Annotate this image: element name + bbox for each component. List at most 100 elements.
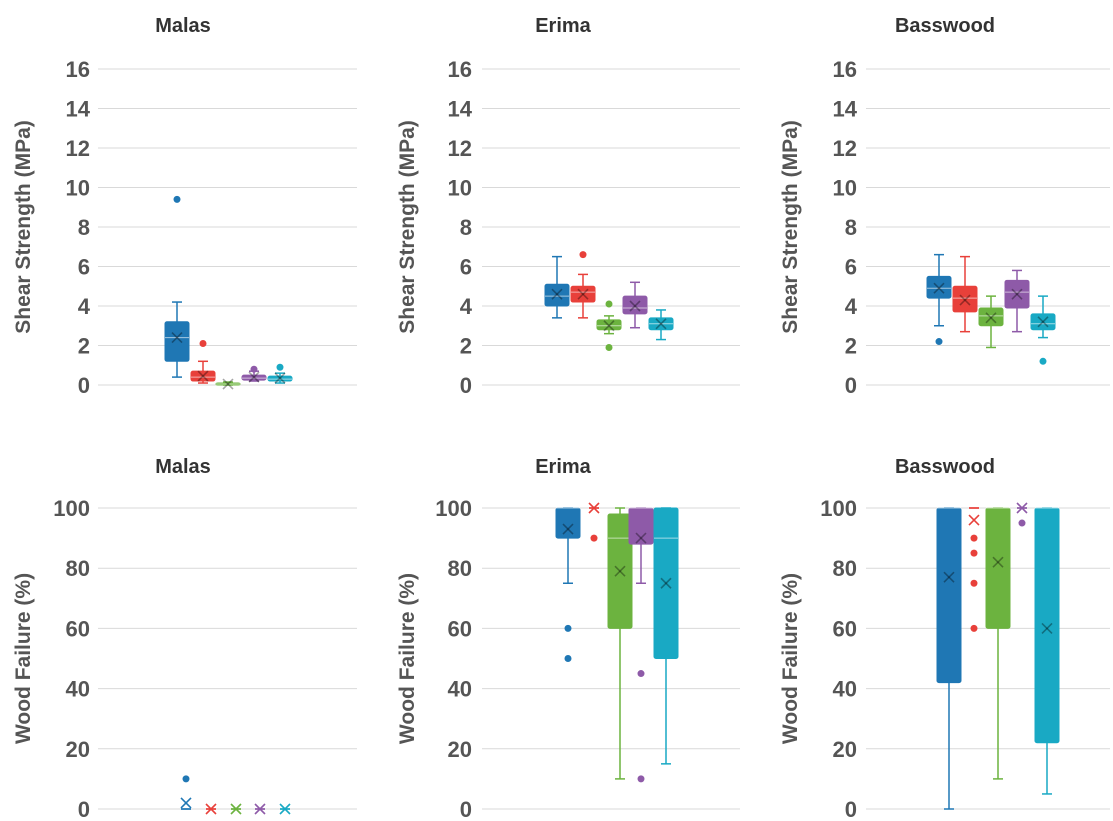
mean-marker [992, 556, 1004, 568]
y-tick-label: 2 [460, 334, 472, 359]
box [622, 295, 648, 315]
outlier-point [1039, 357, 1047, 365]
y-tick-label: 4 [78, 294, 91, 319]
y-tick-label: 16 [448, 57, 472, 82]
mean-marker [660, 577, 672, 589]
y-tick-label: 0 [845, 373, 857, 398]
mean-marker [943, 571, 955, 583]
y-tick-label: 2 [845, 334, 857, 359]
outlier-point [199, 340, 207, 348]
y-tick-label: 4 [845, 294, 858, 319]
y-axis-label: Wood Failure (%) [12, 573, 35, 744]
y-tick-label: 0 [78, 373, 90, 398]
box-group-2 [952, 255, 978, 333]
box-group-5 [279, 803, 291, 815]
mean-marker [197, 370, 209, 382]
outlier-point [579, 251, 587, 259]
mean-marker [1011, 288, 1023, 300]
box-group-3 [978, 295, 1004, 349]
box-group-5 [653, 507, 679, 765]
outlier-point [970, 549, 978, 557]
mean-marker [222, 378, 234, 390]
y-tick-label: 14 [833, 97, 858, 122]
box [190, 370, 216, 382]
mean-marker [1037, 316, 1049, 328]
mean-marker [230, 803, 242, 815]
mean-marker [551, 288, 563, 300]
panel-title: Malas [155, 456, 211, 478]
box [952, 285, 978, 313]
outlier-point [590, 534, 598, 542]
y-tick-label: 6 [78, 255, 90, 280]
box [570, 285, 596, 303]
y-tick-label: 100 [820, 496, 857, 521]
y-tick-label: 12 [833, 136, 857, 161]
y-tick-label: 0 [460, 373, 472, 398]
mean-marker [660, 577, 672, 589]
y-tick-label: 0 [845, 797, 857, 821]
mean-marker [614, 565, 626, 577]
mean-marker [562, 523, 574, 535]
mean-marker [205, 803, 217, 815]
box-group-1 [926, 253, 952, 346]
mean-marker [279, 803, 291, 815]
panel-title: Erima [535, 15, 591, 37]
y-tick-label: 16 [833, 57, 857, 82]
mean-marker [274, 372, 286, 384]
chart-panel-3: Basswood 0 2 4 6 8 10 12 14 16 Shear Strength (MPa… [779, 15, 1110, 398]
box [978, 307, 1004, 327]
chart-panel-4: Malas 0 20 40 60 80 100 Wood Failure (%) [12, 456, 357, 821]
mean-marker [171, 332, 183, 344]
mean-marker [635, 532, 647, 544]
mean-marker [933, 282, 945, 294]
box [1034, 507, 1060, 744]
y-tick-label: 80 [66, 556, 90, 581]
box [936, 507, 962, 684]
y-tick-label: 12 [448, 136, 472, 161]
outlier-point [564, 655, 572, 662]
mean-marker [180, 797, 192, 809]
box [985, 507, 1011, 629]
y-tick-label: 10 [833, 176, 857, 201]
box-group-5 [648, 309, 674, 341]
mean-marker [603, 320, 615, 332]
mean-marker [635, 532, 647, 544]
y-axis-label: Wood Failure (%) [396, 573, 419, 744]
outlier-point [605, 300, 613, 308]
mean-marker [1041, 622, 1053, 634]
outlier-point [970, 624, 978, 632]
mean-marker [1011, 288, 1023, 300]
chart-panel-5: Erima 0 20 40 60 80 100 Wood Failure (%) [396, 456, 740, 821]
box-group-3 [230, 803, 242, 815]
y-tick-label: 20 [833, 737, 857, 762]
mean-marker [1037, 316, 1049, 328]
box [555, 507, 581, 539]
mean-marker [614, 565, 626, 577]
y-tick-label: 8 [460, 215, 472, 240]
box-group-5 [1034, 507, 1060, 795]
y-axis-label: Shear Strength (MPa) [396, 120, 419, 334]
y-tick-label: 8 [78, 215, 90, 240]
outlier-point [605, 343, 613, 351]
box [653, 507, 679, 659]
chart-panel-1: Malas 0 2 4 6 8 10 12 14 16 Shear Strength (MPa) [12, 15, 357, 398]
mean-marker [562, 523, 574, 535]
box-group-2 [968, 507, 980, 632]
box-group-4 [628, 507, 654, 783]
panel-title: Erima [535, 456, 591, 478]
outlier-point [276, 363, 284, 371]
box-group-1 [164, 195, 190, 378]
y-axis-label: Shear Strength (MPa) [12, 120, 35, 334]
mean-marker [629, 300, 641, 312]
y-tick-label: 40 [833, 677, 857, 702]
y-tick-label: 6 [845, 255, 857, 280]
y-tick-label: 4 [460, 294, 473, 319]
y-tick-label: 10 [448, 176, 472, 201]
y-tick-label: 16 [66, 57, 90, 82]
box [164, 321, 190, 362]
mean-marker [603, 320, 615, 332]
mean-marker [655, 318, 667, 330]
mean-marker [943, 571, 955, 583]
y-tick-label: 60 [833, 616, 857, 641]
mean-marker [933, 282, 945, 294]
